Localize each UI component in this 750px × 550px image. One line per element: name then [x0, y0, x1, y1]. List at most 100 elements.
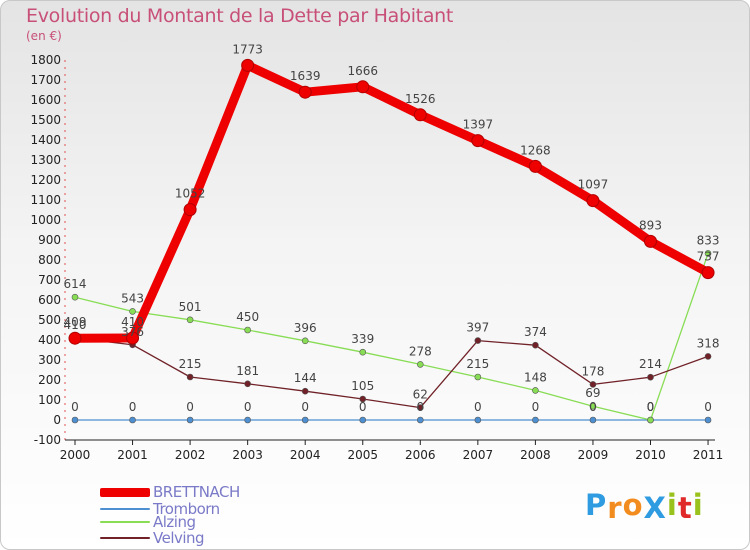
data-point-alzing-2003: [244, 326, 251, 334]
data-point-velving-2009: [589, 381, 597, 388]
logo-letter: i: [692, 488, 704, 522]
data-label-tromborn-2009: 0: [589, 400, 597, 414]
data-label-brettnach-2005: 1666: [347, 64, 378, 78]
y-tick-label-1100: 1100: [30, 193, 61, 207]
logo-letter: i: [666, 488, 678, 522]
y-tick-label-700: 700: [38, 273, 61, 287]
legend-label-alzing: Alzing: [153, 513, 196, 531]
data-point-alzing-2010: [647, 416, 654, 424]
data-label-alzing-2004: 396: [294, 321, 317, 335]
data-point-brettnach-2011: [701, 266, 715, 280]
logo-letter: o: [622, 488, 644, 522]
y-tick-label-1400: 1400: [30, 133, 61, 147]
y-tick-label-1600: 1600: [30, 93, 61, 107]
y-tick-label-600: 600: [38, 293, 61, 307]
x-tick-label-2002: 2002: [175, 448, 206, 462]
y-tick-label-200: 200: [38, 373, 61, 387]
data-point-tromborn-2009: [589, 416, 597, 424]
data-label-alzing-2001: 543: [121, 291, 144, 305]
data-point-velving-2003: [244, 380, 251, 388]
data-point-brettnach-2001: [126, 331, 140, 345]
data-label-brettnach-2001: 410: [121, 315, 144, 329]
logo-letter: X: [643, 491, 667, 525]
series-line-brettnach: [70, 60, 713, 343]
logo-letter: t: [677, 491, 693, 525]
data-point-tromborn-2001: [129, 416, 136, 424]
data-label-alzing-2010: 0: [647, 400, 655, 414]
data-label-velving-2004: 144: [294, 371, 317, 385]
data-label-brettnach-2004: 1639: [290, 69, 321, 83]
data-label-velving-2000: 410: [64, 318, 87, 332]
legend-swatch-brettnach: [100, 488, 150, 497]
data-point-alzing-2004: [301, 337, 309, 345]
y-tick-label-800: 800: [38, 253, 61, 267]
data-point-tromborn-2011: [704, 416, 712, 424]
y-tick-label-1300: 1300: [30, 153, 61, 167]
data-label-tromborn-2005: 0: [359, 400, 367, 414]
data-point-tromborn-2006: [416, 416, 424, 424]
data-label-tromborn-2001: 0: [129, 400, 137, 414]
x-tick-label-2003: 2003: [232, 448, 263, 462]
y-tick-label-1500: 1500: [30, 113, 61, 127]
y-tick-label-1700: 1700: [30, 73, 61, 87]
x-tick-label-2000: 2000: [60, 448, 91, 462]
data-label-brettnach-2002: 1052: [175, 187, 206, 201]
data-label-velving-2002: 215: [179, 357, 202, 371]
y-tick-label-1000: 1000: [30, 213, 61, 227]
data-point-tromborn-2004: [301, 416, 309, 424]
legend-label-brettnach: BRETTNACH: [153, 483, 240, 501]
y-tick-label-300: 300: [38, 353, 61, 367]
data-point-brettnach-2007: [471, 134, 485, 148]
data-label-alzing-2009: 69: [585, 386, 600, 400]
data-label-brettnach-2009: 1097: [578, 178, 609, 192]
data-label-tromborn-2004: 0: [301, 400, 309, 414]
data-point-alzing-2000: [71, 293, 79, 301]
y-tick-label--100: -100: [34, 433, 61, 447]
data-point-tromborn-2003: [244, 416, 251, 424]
data-point-tromborn-2000: [71, 416, 79, 424]
x-tick-label-2004: 2004: [290, 448, 321, 462]
data-point-alzing-2009: [589, 402, 597, 410]
data-point-tromborn-2007: [474, 416, 482, 424]
data-label-alzing-2008: 148: [524, 370, 547, 384]
y-tick-label-0: 0: [53, 413, 61, 427]
data-point-brettnach-2009: [586, 194, 600, 208]
data-point-tromborn-2005: [359, 416, 367, 424]
data-label-tromborn-2006: 0: [416, 400, 424, 414]
data-point-velving-2005: [359, 395, 367, 403]
data-label-brettnach-2011: 737: [697, 250, 720, 264]
data-point-alzing-2002: [186, 316, 194, 324]
y-tick-label-400: 400: [38, 333, 61, 347]
data-label-alzing-2007: 215: [466, 357, 489, 371]
data-point-brettnach-2005: [356, 80, 370, 94]
data-label-tromborn-2003: 0: [244, 400, 252, 414]
data-label-velving-2007: 397: [466, 321, 489, 335]
x-tick-label-2011: 2011: [693, 448, 724, 462]
legend-label-velving: Velving: [153, 529, 205, 547]
data-point-brettnach-2000: [68, 331, 82, 345]
data-label-alzing-2002: 501: [179, 300, 202, 314]
data-point-brettnach-2003: [241, 58, 255, 72]
logo-letter: r: [607, 491, 623, 525]
data-point-tromborn-2008: [532, 416, 539, 424]
data-point-alzing-2006: [416, 361, 424, 368]
data-label-velving-2005: 105: [351, 379, 374, 393]
x-tick-label-2005: 2005: [347, 448, 378, 462]
data-label-velving-2006: 62: [413, 388, 428, 402]
x-tick-label-2001: 2001: [117, 448, 148, 462]
data-point-brettnach-2010: [644, 234, 657, 248]
data-label-tromborn-2008: 0: [532, 400, 540, 414]
data-label-alzing-2000: 614: [64, 277, 87, 291]
data-label-tromborn-2002: 0: [186, 400, 194, 414]
data-point-alzing-2005: [359, 348, 367, 356]
data-label-tromborn-2007: 0: [474, 400, 482, 414]
data-label-brettnach-2010: 893: [639, 218, 662, 232]
series-line-velving: [74, 337, 709, 409]
data-point-brettnach-2004: [298, 85, 312, 99]
data-label-alzing-2003: 450: [236, 310, 259, 324]
y-tick-label-900: 900: [38, 233, 61, 247]
data-point-velving-2011: [704, 353, 712, 360]
logo-letter: P: [585, 488, 608, 522]
data-label-alzing-2006: 278: [409, 344, 432, 358]
